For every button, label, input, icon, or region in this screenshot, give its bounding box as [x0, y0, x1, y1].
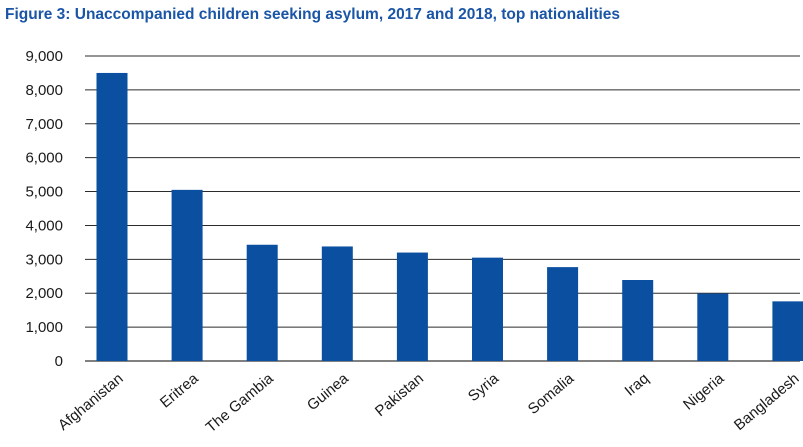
bar [96, 72, 128, 361]
x-axis-tick-labels: Afghanistan Eritrea The Gambia Guinea Pakist… [55, 370, 803, 437]
x-tick-label: Somalia [525, 370, 578, 418]
bar [321, 246, 353, 361]
y-tick-label: 7,000 [25, 116, 63, 133]
x-tick-label: Syria [465, 370, 503, 405]
x-tick-label: The Gambia [203, 370, 278, 436]
y-tick-label: 4,000 [25, 217, 63, 234]
gridlines [85, 55, 800, 362]
bar [396, 252, 428, 361]
y-tick-label: 3,000 [25, 251, 63, 268]
x-tick-label: Bangladesh [731, 370, 803, 434]
y-tick-label: 0 [55, 353, 63, 370]
bar [622, 280, 654, 361]
y-tick-label: 5,000 [25, 184, 63, 201]
y-tick-label: 2,000 [25, 285, 63, 302]
bar [547, 267, 579, 361]
bar [472, 257, 503, 361]
x-tick-label: Afghanistan [55, 370, 127, 434]
x-tick-label: Pakistan [372, 370, 427, 420]
y-axis-tick-labels: 0 1,000 2,000 3,000 4,000 5,000 6,000 7,000 8,00… [25, 48, 63, 370]
bar [171, 189, 203, 361]
y-tick-label: 9,000 [25, 48, 63, 65]
y-tick-label: 1,000 [25, 319, 63, 336]
x-tick-label: Guinea [304, 370, 352, 415]
y-tick-label: 6,000 [25, 150, 63, 167]
x-tick-label: Iraq [622, 370, 653, 400]
bars [96, 72, 803, 361]
x-tick-label: Eritrea [157, 370, 202, 412]
y-tick-label: 8,000 [25, 82, 63, 99]
x-tick-label: Nigeria [680, 370, 728, 414]
bar [246, 244, 278, 361]
chart-title: Figure 3: Unaccompanied children seeking… [5, 6, 621, 23]
bar [697, 293, 729, 361]
bar [772, 301, 803, 361]
